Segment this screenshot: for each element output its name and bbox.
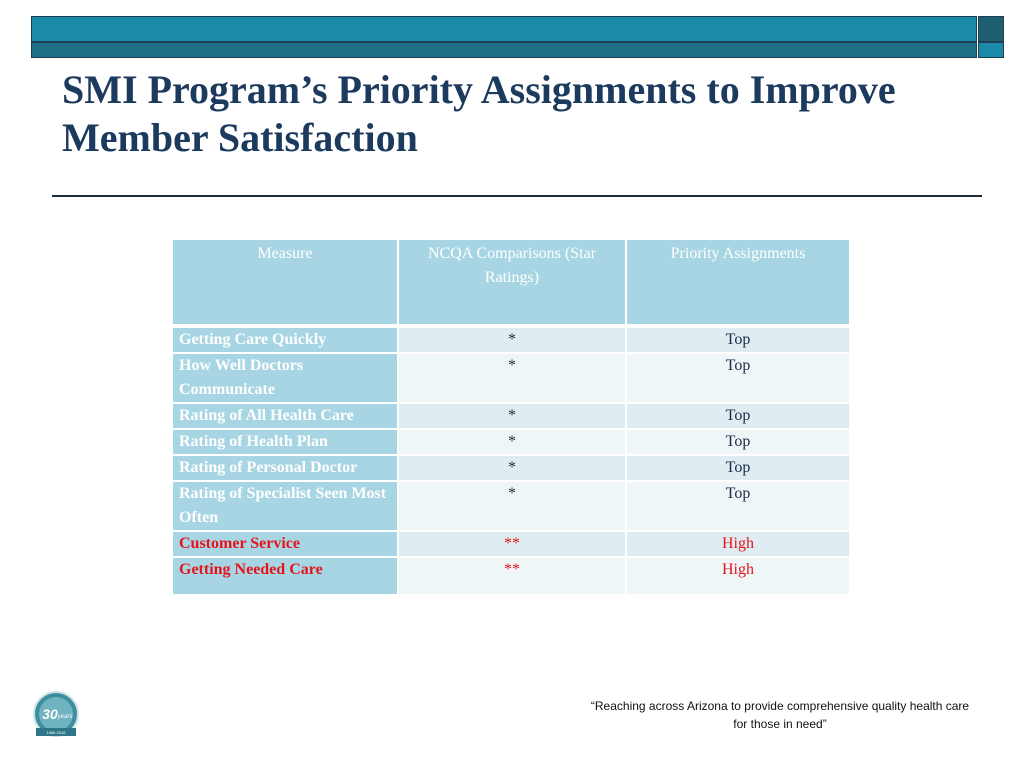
logo-number: 30 [42, 706, 58, 722]
cell-ncqa: ** [397, 530, 627, 558]
table-row: Rating of Health Plan * Top [171, 428, 851, 456]
table-body: Getting Care Quickly * Top How Well Doctors… [171, 324, 851, 596]
title-divider [52, 195, 982, 197]
cell-measure: Rating of Health Plan [171, 428, 399, 456]
cell-priority: Top [625, 480, 851, 532]
slide-title: SMI Program’s Priority Assignments to Im… [62, 67, 896, 160]
cell-measure: Getting Needed Care [171, 556, 399, 596]
table-row: How Well Doctors Communicate * Top [171, 352, 851, 404]
cell-priority: Top [625, 454, 851, 482]
cell-measure: Getting Care Quickly [171, 324, 399, 354]
priority-table: Measure NCQA Comparisons (Star Ratings) … [171, 238, 851, 596]
footer-quote: “Reaching across Arizona to provide comp… [590, 699, 970, 731]
cell-measure: Rating of Personal Doctor [171, 454, 399, 482]
cell-measure: Customer Service [171, 530, 399, 558]
top-banner-lower-bar [31, 42, 977, 58]
cell-ncqa: * [397, 402, 627, 430]
cell-priority: High [625, 530, 851, 558]
banner-square-top [978, 16, 1004, 42]
cell-ncqa: * [397, 352, 627, 404]
cell-measure: Rating of All Health Care [171, 402, 399, 430]
table-row: Getting Care Quickly * Top [171, 324, 851, 354]
table-row: Customer Service ** High [171, 530, 851, 558]
cell-priority: Top [625, 324, 851, 354]
cell-priority: High [625, 556, 851, 596]
header-ncqa: NCQA Comparisons (Star Ratings) [397, 238, 627, 327]
anniversary-logo-icon: 30 years 1986 2016 [33, 691, 79, 737]
logo-years-label: years [57, 714, 73, 720]
cell-measure: Rating of Specialist Seen Most Often [171, 480, 399, 532]
header-priority: Priority Assignments [625, 238, 851, 327]
table-row: Rating of Specialist Seen Most Often * Top [171, 480, 851, 532]
cell-ncqa: * [397, 324, 627, 354]
cell-ncqa: * [397, 428, 627, 456]
cell-ncqa: * [397, 454, 627, 482]
table-row: Getting Needed Care ** High [171, 556, 851, 596]
cell-ncqa: ** [397, 556, 627, 596]
cell-priority: Top [625, 402, 851, 430]
cell-priority: Top [625, 352, 851, 404]
top-banner-bar [31, 16, 977, 42]
cell-ncqa: * [397, 480, 627, 532]
table-header-row: Measure NCQA Comparisons (Star Ratings) … [171, 238, 851, 327]
table-row: Rating of All Health Care * Top [171, 402, 851, 430]
header-measure: Measure [171, 238, 399, 327]
cell-measure: How Well Doctors Communicate [171, 352, 399, 404]
logo-year-range: 1986 2016 [47, 730, 67, 735]
cell-priority: Top [625, 428, 851, 456]
table-row: Rating of Personal Doctor * Top [171, 454, 851, 482]
banner-square-bottom [978, 42, 1004, 58]
